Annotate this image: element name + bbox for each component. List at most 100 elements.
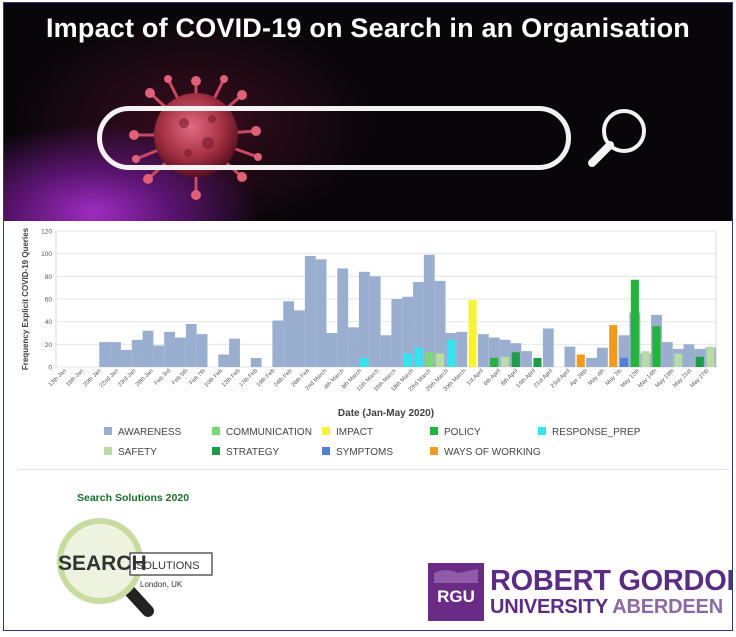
x-tick-label: May 4th: [587, 368, 606, 387]
legend-swatch: [430, 447, 438, 455]
rgu-name-line2: UNIVERSITY ABERDEEN: [490, 596, 723, 619]
bar-impact: [468, 300, 477, 367]
y-tick-label: 100: [41, 251, 52, 258]
bar-awareness: [683, 344, 695, 367]
bar-awareness: [272, 320, 284, 367]
legend-swatch: [322, 447, 330, 455]
bar-awareness: [618, 335, 630, 367]
bar-response-prep: [414, 347, 423, 367]
y-tick-label: 40: [45, 319, 53, 326]
y-tick-label: 60: [45, 297, 53, 304]
bar-awareness: [369, 276, 381, 367]
bar-response-prep: [403, 353, 412, 367]
rgu-logo: RGU ROBERT GORDON UNIVERSITY ABERDEEN: [428, 563, 732, 621]
y-tick-label: 120: [41, 229, 52, 236]
bar-policy: [652, 326, 661, 367]
bar-awareness: [142, 330, 154, 367]
search-bar-graphic: [97, 106, 571, 170]
bar-awareness: [423, 254, 435, 367]
page: Impact of COVID-19 on Search in an Organ…: [3, 2, 733, 631]
x-tick-label: 1st April: [466, 368, 485, 387]
bar-policy: [490, 357, 499, 367]
legend-swatch: [104, 447, 112, 455]
rgu-badge: RGU: [428, 563, 484, 621]
x-tick-label: 29th Jan: [135, 368, 155, 388]
legend-item-communication: COMMUNICATION: [212, 427, 312, 438]
ss-logo-word: SEARCH: [58, 552, 147, 575]
legend-label: POLICY: [444, 427, 481, 438]
bar-awareness: [283, 301, 295, 367]
legend-item-response-prep: RESPONSE_PREP: [538, 427, 640, 438]
bar-awareness: [488, 337, 500, 367]
rgu-name-line1: ROBERT GORDON: [490, 565, 733, 597]
bar-awareness: [499, 339, 511, 367]
bar-awareness: [110, 342, 121, 367]
bar-awareness: [402, 296, 414, 367]
bar-ways-of-working: [609, 325, 618, 367]
bar-response-prep: [446, 339, 455, 367]
legend-swatch: [322, 427, 330, 435]
ss-logo-location: London, UK: [140, 580, 183, 589]
bar-response-prep: [360, 357, 369, 367]
bar-awareness: [250, 357, 262, 367]
bar-strategy: [511, 352, 520, 367]
legend-label: SYMPTOMS: [336, 447, 394, 458]
bar-safety: [674, 353, 683, 367]
bar-policy: [630, 279, 639, 367]
bar-awareness: [456, 331, 468, 367]
bar-awareness: [164, 331, 176, 367]
bar-awareness: [586, 357, 597, 367]
bar-safety: [500, 356, 510, 367]
x-tick-label: 23rd April: [550, 368, 572, 390]
bar-safety: [706, 346, 715, 367]
bar-strategy: [695, 356, 704, 367]
legend-label: AWARENESS: [118, 427, 182, 438]
y-axis-label: Frequency Explicit COVID-19 Queries: [21, 227, 30, 370]
legend-swatch: [430, 427, 438, 435]
divider: [18, 469, 730, 470]
y-tick-label: 20: [45, 342, 53, 349]
legend-label: COMMUNICATION: [226, 427, 312, 438]
search-solutions-title: Search Solutions 2020: [77, 492, 190, 504]
ss-logo-sub: SOLUTIONS: [136, 560, 200, 572]
bar-awareness: [99, 342, 111, 367]
bar-awareness: [434, 280, 446, 367]
legend-item-policy: POLICY: [430, 427, 481, 438]
bar-awareness: [153, 345, 165, 367]
bar-awareness: [218, 354, 230, 367]
legend-swatch: [104, 427, 112, 435]
bar-awareness: [326, 333, 338, 367]
bar-safety: [436, 353, 445, 367]
y-tick-label: 80: [45, 274, 53, 281]
bar-awareness: [229, 338, 240, 367]
legend-item-symptoms: SYMPTOMS: [322, 447, 393, 458]
bar-awareness: [542, 328, 554, 367]
magnifier-icon: [588, 109, 646, 167]
bar-awareness: [380, 335, 392, 367]
y-tick-label: 0: [48, 365, 52, 372]
x-tick-label: 23rd Jan: [117, 368, 137, 388]
bar-awareness: [304, 255, 316, 367]
bar-symptoms: [619, 357, 629, 367]
legend-item-strategy: STRATEGY: [212, 447, 279, 458]
legend-swatch: [212, 427, 220, 435]
x-tick-label: Apr 28th: [569, 368, 589, 388]
bar-awareness: [315, 259, 327, 367]
x-tick-label: Feb 5th: [171, 368, 189, 386]
legend-label: SAFETY: [118, 447, 157, 458]
bar-awareness: [337, 268, 349, 367]
virus-icon: [129, 75, 262, 200]
bar-awareness: [477, 334, 489, 367]
legend-swatch: [212, 447, 220, 455]
x-tick-label: 15th Jan: [65, 368, 85, 388]
bar-safety: [641, 351, 650, 367]
x-tick-label: 6th April: [483, 368, 502, 387]
bar-awareness: [358, 271, 370, 367]
bars: [99, 254, 716, 367]
search-solutions-logo: SEARCH SOLUTIONS London, UK: [57, 518, 213, 617]
legend-label: WAYS OF WORKING: [444, 447, 541, 458]
bar-awareness: [413, 282, 424, 367]
legend-item-safety: SAFETY: [104, 447, 157, 458]
legend-item-impact: IMPACT: [322, 427, 373, 438]
